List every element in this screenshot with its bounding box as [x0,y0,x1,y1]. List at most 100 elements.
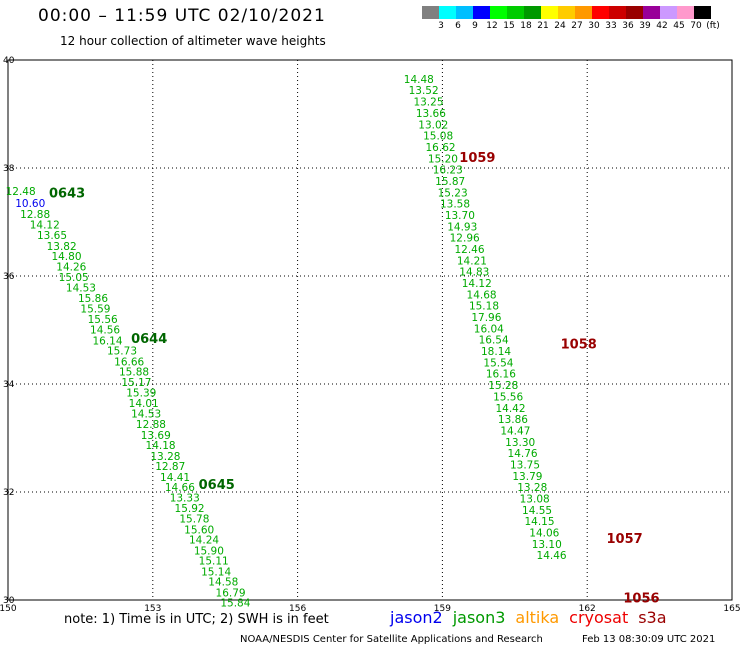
page-title: 00:00 – 11:59 UTC 02/10/2021 [38,6,326,26]
color-swatch [694,6,711,19]
color-swatch [575,6,592,19]
color-swatch [473,6,490,19]
data-point-label: 15.28 [488,380,518,392]
color-swatch [609,6,626,19]
data-point-label: 14.24 [189,535,219,547]
color-scale-label: 42 [656,21,668,31]
data-point-label: 14.01 [129,398,159,410]
data-point-label: 13.33 [170,492,200,504]
color-scale-label: 36 [622,21,634,31]
data-point-label: 13.30 [505,437,535,449]
data-point-label: 14.66 [165,482,195,494]
data-point-label: 15.73 [107,346,137,358]
data-point-label: 13.65 [37,230,67,242]
data-point-label: 14.06 [529,528,559,540]
pass-time-label: 0644 [131,332,167,347]
color-scale-labels: 3 6 9 12 15 18 21 24 27 30 33 36 39 42 45 70 (ft) [422,21,740,33]
generated-timestamp: Feb 13 08:30:09 UTC 2021 [582,634,716,645]
data-point-label: 15.84 [220,598,250,610]
data-point-label: 15.39 [126,388,156,400]
data-point-label: 13.28 [150,451,180,463]
data-point-label: 14.48 [404,74,434,86]
color-swatch [524,6,541,19]
data-point-label: 12.96 [450,233,480,245]
data-point-label: 16.66 [114,356,144,368]
data-point-label: 16.16 [486,369,516,381]
color-swatch [660,6,677,19]
data-point-label: 14.83 [459,267,489,279]
data-point-label: 13.75 [510,459,540,471]
satellite-legend-item: s3a [638,608,667,627]
color-swatch [422,6,439,19]
data-point-label: 13.86 [498,414,528,426]
data-point-label: 14.46 [537,550,567,562]
color-scale-label: 6 [455,21,461,31]
color-scale-label: 3 [438,21,444,31]
data-point-label: 15.54 [483,357,513,369]
color-swatch [558,6,575,19]
data-point-label: 15.78 [179,513,209,525]
data-point-label: 14.21 [457,255,487,267]
color-swatch [626,6,643,19]
data-point-label: 12.87 [155,461,185,473]
data-point-label: 16.04 [474,323,504,335]
color-swatch [439,6,456,19]
x-tick-label: 162 [579,604,596,614]
data-point-label: 14.47 [500,425,530,437]
satellite-legend: jason2 jason3 altika cryosat s3a [390,608,677,627]
footer-note: note: 1) Time is in UTC; 2) SWH is in fe… [64,612,329,627]
data-point-label: 14.80 [51,251,81,263]
data-point-label: 15.05 [59,272,89,284]
data-point-label: 14.42 [495,403,525,415]
color-swatch [490,6,507,19]
x-tick-label: 153 [144,604,161,614]
data-point-label: 12.88 [20,209,50,221]
data-point-label: 15.56 [493,391,523,403]
data-point-label: 14.12 [462,278,492,290]
data-point-label: 12.46 [454,244,484,256]
data-point-label: 12.48 [6,186,36,198]
data-point-label: 13.08 [520,493,550,505]
color-scale-label: 27 [571,21,583,31]
data-point-label: 15.59 [80,303,110,315]
data-point-label: 10.60 [15,198,45,210]
y-tick-label: 34 [3,380,15,390]
color-swatch [677,6,694,19]
color-scale-label: 9 [472,21,478,31]
y-tick-label: 32 [3,488,14,498]
color-scale-legend [422,6,711,19]
data-point-label: 13.82 [47,241,77,253]
color-scale-label: 12 [486,21,498,31]
data-point-label: 15.08 [423,131,453,143]
color-scale-label: 24 [554,21,566,31]
data-point-label: 15.11 [199,556,229,568]
y-tick-label: 30 [3,596,15,606]
data-point-label: 14.56 [90,324,120,336]
data-point-label: 16.54 [479,335,509,347]
data-point-label: 14.53 [131,409,161,421]
color-scale-label: 70 [690,21,702,31]
data-point-label: 14.58 [208,577,238,589]
data-point-label: 16.62 [426,142,456,154]
color-swatch [643,6,660,19]
data-point-label: 12.88 [136,419,166,431]
color-scale-label: 15 [503,21,515,31]
data-point-label: 13.10 [532,539,562,551]
x-tick-label: 150 [0,604,17,614]
data-point-label: 14.12 [30,220,60,232]
data-point-label: 16.23 [433,165,463,177]
data-point-label: 14.55 [522,505,552,517]
data-point-label: 13.52 [409,85,439,97]
data-point-label: 13.02 [418,119,448,131]
pass-time-label: 1057 [607,532,643,547]
data-point-label: 14.53 [66,282,96,294]
data-point-label: 16.14 [92,335,122,347]
data-point-label: 14.18 [146,440,176,452]
page-subtitle: 12 hour collection of altimeter wave hei… [60,34,326,48]
data-point-label: 13.79 [512,471,542,483]
data-point-label: 17.96 [471,312,501,324]
y-tick-label: 40 [3,56,15,66]
y-tick-label: 38 [3,164,15,174]
plot-frame [7,59,733,601]
